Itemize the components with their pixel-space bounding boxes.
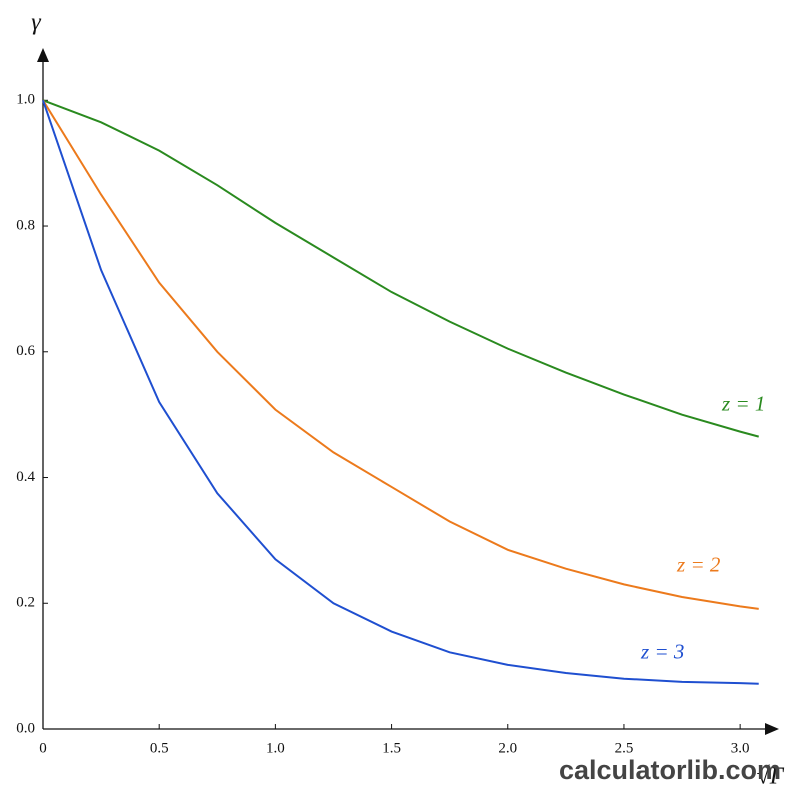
watermark: calculatorlib.com <box>559 755 781 785</box>
y-tick-label: 0.6 <box>16 343 35 359</box>
series-label: z = 3 <box>640 640 684 664</box>
x-tick-label: 2.0 <box>498 740 517 756</box>
y-tick-label: 0.4 <box>16 469 35 485</box>
line-series <box>42 99 759 685</box>
x-tick-label: 3.0 <box>731 740 750 756</box>
series-label: z = 2 <box>676 553 721 577</box>
x-tick-label: 2.5 <box>615 740 634 756</box>
x-tick-label: 0 <box>39 740 47 756</box>
x-tick-label: 1.0 <box>266 740 285 756</box>
x-axis-title: √Γ <box>757 764 785 790</box>
x-arrow <box>765 723 779 735</box>
x-tick-label: 0.5 <box>150 740 169 756</box>
y-axis-title: γ <box>31 10 41 36</box>
series-label: z = 1 <box>721 391 765 415</box>
y-arrow <box>37 48 49 62</box>
y-tick-label: 0.0 <box>16 720 35 736</box>
line-series <box>42 99 759 610</box>
line-series <box>42 99 759 438</box>
y-tick-label: 0.8 <box>16 217 35 233</box>
x-tick-label: 1.5 <box>382 740 401 756</box>
y-tick-label: 0.2 <box>16 595 35 611</box>
y-tick-label: 1.0 <box>16 92 35 108</box>
